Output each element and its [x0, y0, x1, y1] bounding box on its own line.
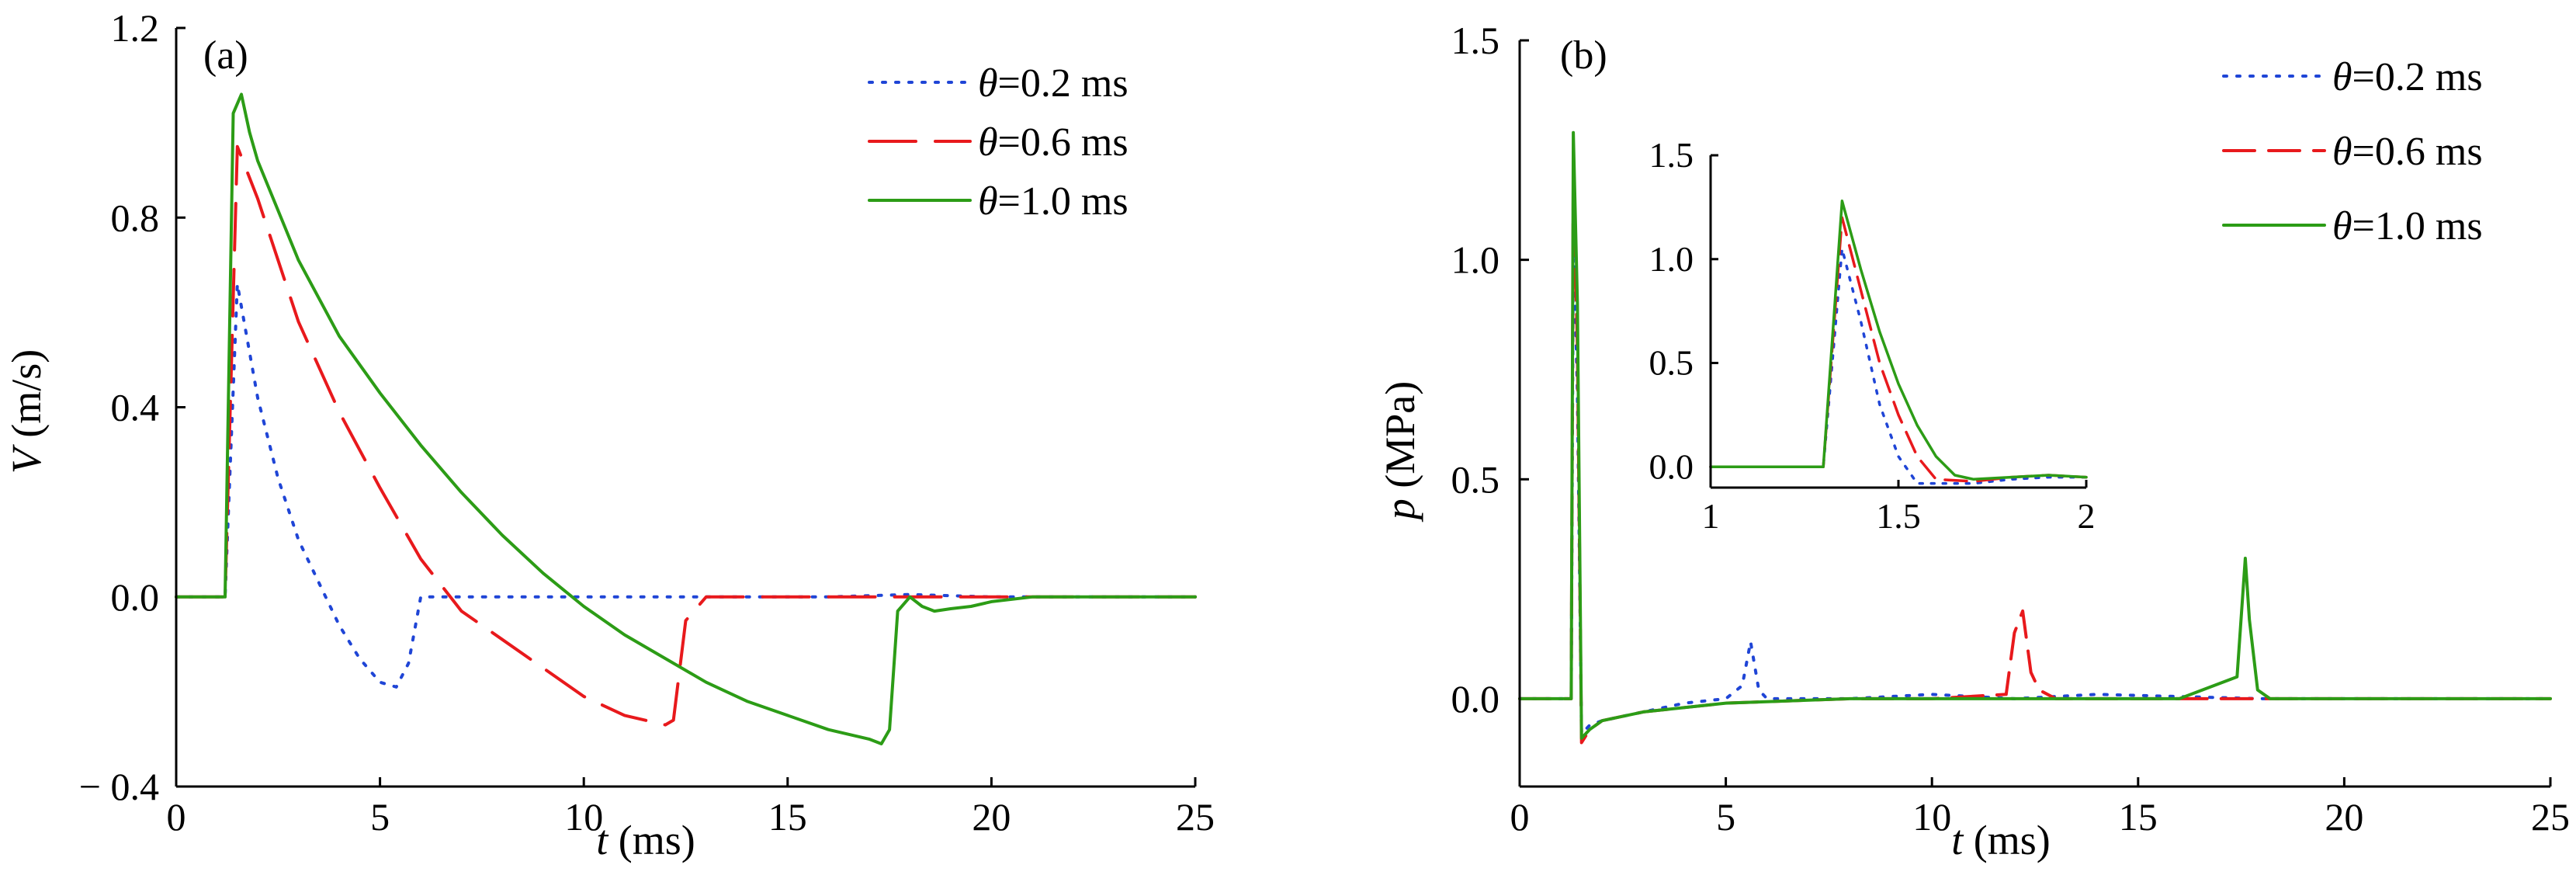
legend-label-2: θ=0.6 ms: [2332, 130, 2483, 174]
x-tick-label: 1.5: [1876, 496, 1921, 536]
series-line-3: [175, 92, 1197, 745]
x-tick-label: 5: [1716, 795, 1735, 839]
series-line-3: [1518, 130, 2552, 740]
panel-a-y-axis-label: V (m/s): [3, 349, 50, 474]
x-tick-label: 20: [972, 795, 1011, 839]
legend-label-1: θ=0.2 ms: [2332, 55, 2483, 99]
panel-b-label: (b): [1560, 33, 1607, 78]
x-tick-label: 25: [1176, 795, 1215, 839]
panel-b-chart: (b) 0 5 10 15 20 25 0.0 0.5 1.0 1.5 p (MPa) t (ms…: [1377, 19, 2570, 863]
y-tick-label: 0.0: [111, 575, 160, 619]
panel-b-y-axis-label: p (MPa): [1377, 381, 1423, 523]
series-line-2: [1709, 216, 2088, 483]
inset-series: [1709, 200, 2088, 485]
panel-a-label: (a): [203, 33, 248, 78]
y-tick-label: 0.5: [1451, 457, 1500, 501]
y-tick-label: 0.0: [1649, 446, 1694, 486]
y-tick-label: 0.8: [111, 196, 160, 239]
y-tick-label: 1.2: [111, 6, 160, 50]
y-tick-label: 1.5: [1451, 19, 1500, 62]
x-tick-label: 10: [564, 795, 603, 839]
legend-label-1: θ=0.2 ms: [978, 61, 1129, 106]
x-tick-label: 25: [2531, 795, 2570, 839]
x-tick-label: 0: [1510, 795, 1530, 839]
panel-b-series: [1518, 130, 2552, 745]
panel-b-ticks: 0 5 10 15 20 25 0.0 0.5 1.0 1.5: [1451, 19, 2571, 839]
y-tick-label: 1.0: [1451, 238, 1500, 282]
x-tick-label: 0: [167, 795, 186, 839]
y-tick-label: 0.0: [1451, 677, 1500, 721]
y-tick-label: 1.0: [1649, 239, 1694, 279]
legend-label-3: θ=1.0 ms: [978, 179, 1129, 224]
inset-ticks: 1 1.5 2 0.0 0.5 1.0 1.5: [1649, 135, 2096, 536]
panel-a-axes: [175, 28, 1195, 788]
x-tick-label: 15: [768, 795, 807, 839]
legend-label-3: θ=1.0 ms: [2332, 204, 2483, 248]
x-tick-label: 10: [1912, 795, 1951, 839]
panel-b-x-axis-label: t (ms): [1951, 817, 2051, 863]
panel-a-legend: θ=0.2 ms θ=0.6 ms θ=1.0 ms: [868, 61, 1129, 224]
legend-label-2: θ=0.6 ms: [978, 120, 1129, 165]
x-tick-label: 20: [2325, 795, 2363, 839]
panel-a-ticks: 0 5 10 15 20 25 − 0.4 0.0 0.4 0.8 1.2: [79, 6, 1215, 839]
x-tick-label: 1: [1702, 496, 1720, 536]
y-tick-label: 0.4: [111, 386, 160, 429]
panel-b-inset: 1 1.5 2 0.0 0.5 1.0 1.5: [1649, 135, 2096, 536]
series-line-2: [175, 144, 1197, 727]
y-tick-label: 0.5: [1649, 343, 1694, 383]
panel-b-axes: [1518, 40, 2550, 788]
inset-axes: [1709, 155, 2086, 489]
panel-a-chart: (a) 0 5 10 15 20 25− 0.40.00.40.81.2 V (m/s) …: [3, 6, 1215, 863]
x-tick-label: 2: [2078, 496, 2096, 536]
series-line-1: [1709, 247, 2088, 485]
panel-a-series: [175, 92, 1197, 745]
panel-b-legend: θ=0.2 ms θ=0.6 ms θ=1.0 ms: [2222, 55, 2483, 248]
series-line-3: [1709, 200, 2088, 481]
y-tick-label: − 0.4: [79, 765, 159, 808]
y-tick-label: 1.5: [1649, 135, 1694, 175]
panel-a-x-axis-label: t (ms): [596, 817, 695, 863]
x-tick-label: 15: [2119, 795, 2158, 839]
x-tick-label: 5: [370, 795, 390, 839]
